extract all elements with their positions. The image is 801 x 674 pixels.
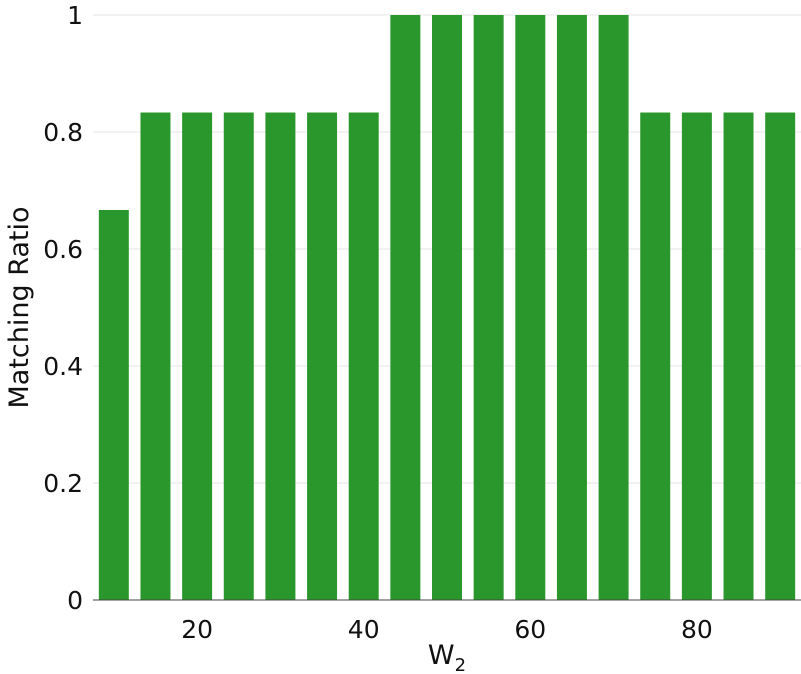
bars xyxy=(98,15,796,600)
x-axis-title: W2 xyxy=(428,640,466,674)
bar-60 xyxy=(515,15,546,600)
x-tick-label-0: 20 xyxy=(181,615,213,644)
y-tick-label-4: 0.8 xyxy=(43,118,83,147)
y-tick-label-5: 1 xyxy=(67,1,83,30)
bar-45 xyxy=(390,15,421,600)
y-tick-label-0: 0 xyxy=(67,586,83,615)
bar-15 xyxy=(140,112,171,600)
bar-55 xyxy=(473,15,504,600)
bar-65 xyxy=(556,15,587,600)
bar-75 xyxy=(640,112,671,600)
x-tick-label-1: 40 xyxy=(348,615,380,644)
bar-90 xyxy=(765,112,796,600)
y-tick-labels: 0 0.2 0.4 0.6 0.8 1 xyxy=(43,1,83,615)
bar-80 xyxy=(681,112,712,600)
x-tick-labels: 20 40 60 80 xyxy=(181,615,713,644)
x-tick-label-3: 80 xyxy=(681,615,713,644)
y-tick-label-2: 0.4 xyxy=(43,352,83,381)
bar-20 xyxy=(182,112,213,600)
x-tick-label-2: 60 xyxy=(514,615,546,644)
bar-35 xyxy=(307,112,338,600)
x-axis-title-main: W xyxy=(428,640,455,671)
bar-40 xyxy=(348,112,379,600)
bar-25 xyxy=(223,112,254,600)
bar-85 xyxy=(723,112,754,600)
bar-10 xyxy=(98,209,129,600)
y-axis-title: Matching Ratio xyxy=(4,206,35,408)
y-tick-label-1: 0.2 xyxy=(43,469,83,498)
bar-30 xyxy=(265,112,296,600)
bar-70 xyxy=(598,15,629,600)
bar-50 xyxy=(432,15,462,600)
x-axis-title-subscript: 2 xyxy=(455,655,466,674)
y-tick-label-3: 0.6 xyxy=(43,235,83,264)
